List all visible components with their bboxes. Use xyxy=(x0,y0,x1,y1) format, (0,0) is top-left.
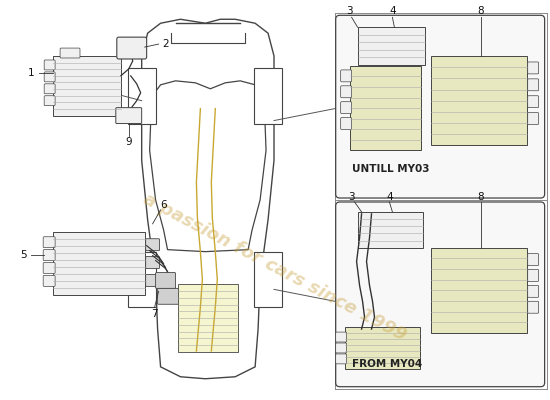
FancyBboxPatch shape xyxy=(158,288,179,304)
Bar xyxy=(358,212,424,248)
Bar xyxy=(358,27,425,65)
FancyBboxPatch shape xyxy=(146,239,159,251)
Bar xyxy=(179,284,238,352)
Text: 4: 4 xyxy=(386,192,393,202)
Text: 1: 1 xyxy=(28,68,35,78)
Text: 6: 6 xyxy=(160,200,167,210)
FancyBboxPatch shape xyxy=(43,262,55,274)
FancyBboxPatch shape xyxy=(336,202,544,387)
FancyBboxPatch shape xyxy=(44,84,55,94)
Text: 3: 3 xyxy=(346,6,353,16)
FancyBboxPatch shape xyxy=(336,332,346,342)
FancyBboxPatch shape xyxy=(340,70,351,82)
Text: 5: 5 xyxy=(20,250,26,260)
Bar xyxy=(53,56,121,116)
FancyBboxPatch shape xyxy=(146,274,159,286)
FancyBboxPatch shape xyxy=(527,270,538,282)
Bar xyxy=(53,232,145,295)
FancyBboxPatch shape xyxy=(527,286,538,297)
Text: 7: 7 xyxy=(151,309,158,319)
FancyBboxPatch shape xyxy=(340,86,351,98)
Text: 3: 3 xyxy=(348,192,355,202)
Bar xyxy=(128,252,156,307)
Text: 9: 9 xyxy=(125,138,132,148)
FancyBboxPatch shape xyxy=(146,257,159,268)
Text: a passion for cars since 1999: a passion for cars since 1999 xyxy=(140,190,410,345)
Bar xyxy=(345,327,420,369)
FancyBboxPatch shape xyxy=(156,272,175,288)
FancyBboxPatch shape xyxy=(527,301,538,313)
FancyBboxPatch shape xyxy=(527,96,538,108)
FancyBboxPatch shape xyxy=(527,113,538,124)
FancyBboxPatch shape xyxy=(336,343,346,353)
Text: 8: 8 xyxy=(477,192,484,202)
Text: UNTILL MY03: UNTILL MY03 xyxy=(351,164,429,174)
FancyBboxPatch shape xyxy=(44,72,55,82)
FancyBboxPatch shape xyxy=(117,37,147,59)
Text: FROM MY04: FROM MY04 xyxy=(351,359,422,369)
FancyBboxPatch shape xyxy=(60,48,80,58)
FancyBboxPatch shape xyxy=(340,118,351,130)
FancyBboxPatch shape xyxy=(43,276,55,286)
Bar xyxy=(254,68,282,124)
Bar xyxy=(431,248,527,333)
FancyBboxPatch shape xyxy=(44,60,55,70)
Bar xyxy=(350,66,421,150)
Text: 8: 8 xyxy=(477,6,484,16)
FancyBboxPatch shape xyxy=(44,96,55,106)
FancyBboxPatch shape xyxy=(340,102,351,114)
Bar xyxy=(254,252,282,307)
Text: 2: 2 xyxy=(162,39,169,49)
FancyBboxPatch shape xyxy=(43,237,55,248)
FancyBboxPatch shape xyxy=(336,15,544,198)
Bar xyxy=(431,56,527,145)
FancyBboxPatch shape xyxy=(336,354,346,364)
Bar xyxy=(128,68,156,124)
Text: 4: 4 xyxy=(389,6,395,16)
FancyBboxPatch shape xyxy=(527,62,538,74)
FancyBboxPatch shape xyxy=(527,79,538,91)
FancyBboxPatch shape xyxy=(43,250,55,260)
FancyBboxPatch shape xyxy=(116,108,142,124)
FancyBboxPatch shape xyxy=(527,254,538,266)
